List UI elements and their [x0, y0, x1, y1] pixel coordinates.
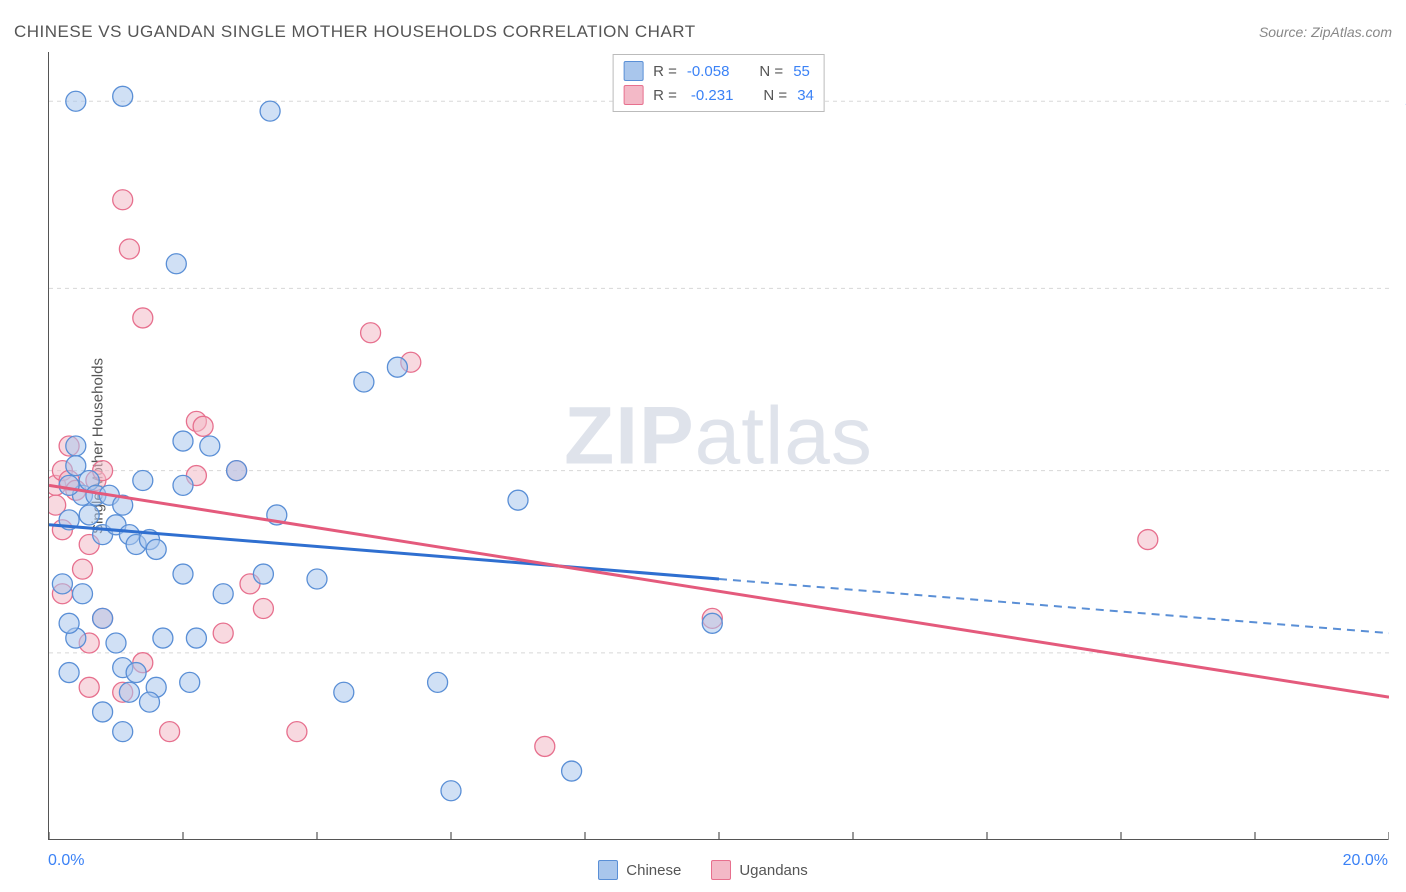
n-label-chinese: N = [759, 63, 783, 80]
bottom-legend: Chinese Ugandans [0, 860, 1406, 880]
legend-label-chinese: Chinese [626, 862, 681, 879]
swatch-chinese [623, 61, 643, 81]
title-bar: CHINESE VS UGANDAN SINGLE MOTHER HOUSEHO… [14, 22, 1392, 42]
legend-label-ugandans: Ugandans [739, 862, 807, 879]
n-value-ugandans: 34 [797, 87, 814, 104]
n-value-chinese: 55 [793, 63, 810, 80]
legend-swatch-ugandans [711, 860, 731, 880]
legend-swatch-chinese [598, 860, 618, 880]
scatter-plot-svg [49, 52, 1389, 840]
swatch-ugandans [623, 85, 643, 105]
chart-container: CHINESE VS UGANDAN SINGLE MOTHER HOUSEHO… [0, 0, 1406, 892]
stats-row-chinese: R = -0.058 N = 55 [623, 59, 814, 83]
r-label-chinese: R = [653, 63, 677, 80]
chart-title: CHINESE VS UGANDAN SINGLE MOTHER HOUSEHO… [14, 22, 696, 42]
stats-row-ugandans: R = -0.231 N = 34 [623, 83, 814, 107]
legend-item-chinese: Chinese [598, 860, 681, 880]
r-value-ugandans: -0.231 [691, 87, 734, 104]
r-label-ugandans: R = [653, 87, 677, 104]
r-value-chinese: -0.058 [687, 63, 730, 80]
stats-legend: R = -0.058 N = 55 R = -0.231 N = 34 [612, 54, 825, 112]
plot-area: ZIPatlas R = -0.058 N = 55 R = -0.231 N … [48, 52, 1388, 840]
legend-item-ugandans: Ugandans [711, 860, 807, 880]
chart-source: Source: ZipAtlas.com [1259, 24, 1392, 40]
n-label-ugandans: N = [763, 87, 787, 104]
